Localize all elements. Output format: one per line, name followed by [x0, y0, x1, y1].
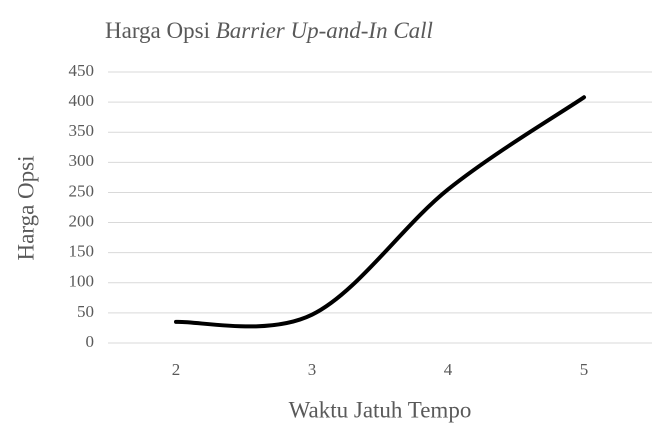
y-tick-label: 150 [69, 242, 95, 261]
chart-title: Harga Opsi Barrier Up-and-In Call [105, 18, 433, 43]
x-axis-label: Waktu Jatuh Tempo [289, 397, 472, 422]
y-tick-label: 400 [69, 91, 95, 110]
y-tick-label: 250 [69, 181, 95, 200]
y-tick-label: 450 [69, 61, 95, 80]
x-tick-label: 5 [580, 360, 589, 379]
x-tick-label: 2 [172, 360, 181, 379]
title-plain: Harga Opsi [105, 18, 210, 43]
y-tick-label: 300 [69, 151, 95, 170]
y-tick-label: 100 [69, 272, 95, 291]
y-tick-label: 0 [86, 332, 95, 351]
y-tick-label: 50 [77, 302, 94, 321]
x-tick-label: 4 [444, 360, 453, 379]
y-tick-label: 200 [69, 211, 95, 230]
line [174, 95, 586, 329]
x-tick-label: 3 [308, 360, 317, 379]
y-tick-label: 350 [69, 121, 95, 140]
y-axis-label: Harga Opsi [13, 156, 38, 261]
title-italic: Barrier Up-and-In Call [216, 18, 433, 43]
